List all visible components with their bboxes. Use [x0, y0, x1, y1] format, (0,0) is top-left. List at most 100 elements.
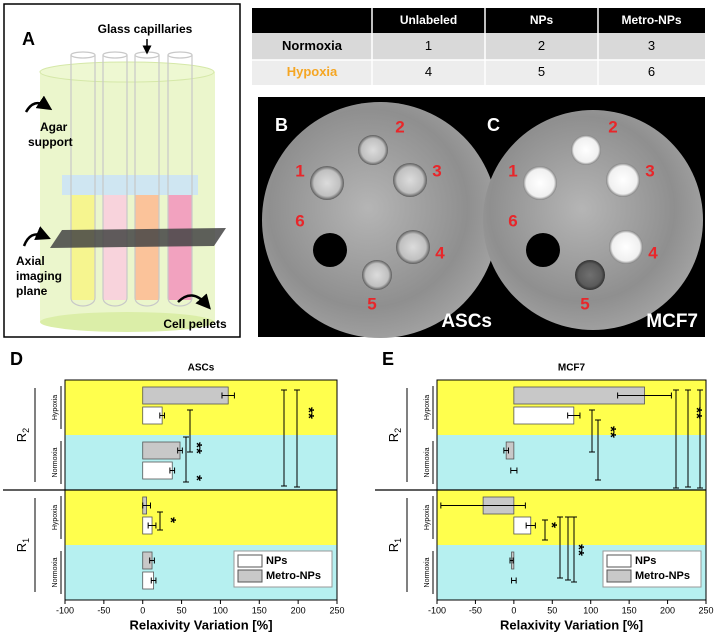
imaging-plane — [50, 228, 226, 248]
group-symbol: R — [14, 543, 29, 552]
capillaries — [70, 51, 193, 307]
band — [65, 435, 337, 490]
legend-swatch — [606, 569, 632, 583]
bar — [142, 461, 173, 480]
x-tick-label: 150 — [252, 605, 267, 615]
significance-bracket — [571, 516, 577, 583]
phantom-disc — [262, 102, 498, 338]
significance-mark: ** — [300, 407, 317, 419]
error-bar — [567, 412, 581, 419]
well — [571, 135, 601, 165]
x-tick-label: 250 — [329, 605, 344, 615]
x-tick-label: -50 — [469, 605, 482, 615]
arrow — [177, 293, 211, 310]
phantom-disc — [483, 110, 703, 330]
well-number: 5 — [580, 294, 589, 313]
error-bar — [617, 392, 672, 399]
legend-label: NPs — [635, 555, 656, 567]
chart: -100 -50 0 50 100 150 200 250 Relaxivity Variati… — [3, 349, 345, 632]
well-number: 3 — [432, 161, 441, 180]
x-tick-label: -50 — [97, 605, 110, 615]
well — [313, 233, 347, 267]
x-tick-label: 100 — [583, 605, 598, 615]
panel-label: D — [10, 349, 23, 369]
well — [362, 260, 392, 290]
x-tick-label: 250 — [698, 605, 713, 615]
tube-content — [103, 195, 127, 300]
well — [606, 163, 640, 197]
group-symbol: R — [386, 543, 401, 552]
well — [310, 166, 344, 200]
well-number: 3 — [645, 161, 654, 180]
annotation: Cell pellets — [163, 317, 227, 331]
error-bar — [159, 412, 165, 419]
significance-bracket — [697, 389, 703, 489]
legend-label: Metro-NPs — [635, 570, 690, 582]
x-tick-label: 50 — [547, 605, 557, 615]
error-bar — [440, 502, 526, 509]
error-bar — [147, 522, 157, 529]
error-bar — [169, 467, 176, 474]
significance-bracket — [157, 511, 163, 531]
y-tick-label: Normoxia — [424, 557, 431, 587]
arrow — [22, 226, 51, 247]
x-tick-label: 200 — [660, 605, 675, 615]
significance-bracket — [187, 409, 193, 453]
group-label: R1 — [14, 538, 31, 552]
bar — [513, 406, 575, 425]
error-bar — [525, 522, 536, 529]
significance-bracket — [589, 409, 595, 453]
y-tick-label: Hypoxia — [52, 505, 59, 530]
significance-mark: * — [543, 522, 560, 528]
row-label: Hypoxia — [287, 64, 338, 79]
table-header: NPs — [530, 13, 554, 27]
y-tick-label: Hypoxia — [52, 395, 59, 420]
x-tick-label: 50 — [177, 605, 187, 615]
annotation: Axial — [16, 254, 45, 268]
significance-mark: ** — [188, 442, 205, 454]
well — [358, 135, 388, 165]
legend-swatch — [237, 554, 263, 568]
group-label: R2 — [386, 428, 403, 442]
panel-label: A — [22, 29, 35, 49]
error-bar — [149, 557, 155, 564]
significance-mark: * — [188, 475, 205, 481]
chart-title: MCF7 — [558, 363, 586, 374]
well — [609, 230, 643, 264]
well-number: 6 — [508, 211, 517, 230]
well — [393, 163, 427, 197]
x-tick-label: 200 — [291, 605, 306, 615]
group-subscript: 2 — [21, 428, 31, 433]
panel-label: B — [275, 115, 288, 135]
error-bar — [509, 557, 514, 564]
bar — [142, 406, 163, 425]
y-tick-label: Normoxia — [52, 557, 59, 587]
well — [523, 166, 557, 200]
x-tick-label: -100 — [428, 605, 446, 615]
table-header: Unlabeled — [400, 13, 457, 27]
table-cell: 3 — [648, 38, 655, 53]
arrow — [24, 95, 53, 113]
band — [437, 435, 706, 490]
tube-content — [135, 195, 159, 300]
y-tick-label: Normoxia — [424, 447, 431, 477]
well-number: 1 — [295, 161, 304, 180]
table-header: Metro-NPs — [621, 13, 681, 27]
buffer-band — [62, 175, 198, 195]
x-tick-label: 100 — [213, 605, 228, 615]
significance-mark: * — [162, 517, 179, 523]
annotation: support — [28, 135, 73, 149]
significance-bracket — [673, 389, 679, 489]
bar — [142, 386, 229, 405]
annotation: plane — [16, 284, 48, 298]
well-number: 6 — [295, 211, 304, 230]
significance-mark: ** — [688, 407, 705, 419]
error-bar — [510, 467, 518, 474]
well-number: 5 — [367, 294, 376, 313]
significance-bracket — [294, 389, 300, 488]
significance-mark: ** — [602, 426, 619, 438]
panel-label: E — [382, 349, 394, 369]
annotation: Agar — [40, 120, 68, 134]
agar-bottom — [40, 312, 214, 332]
